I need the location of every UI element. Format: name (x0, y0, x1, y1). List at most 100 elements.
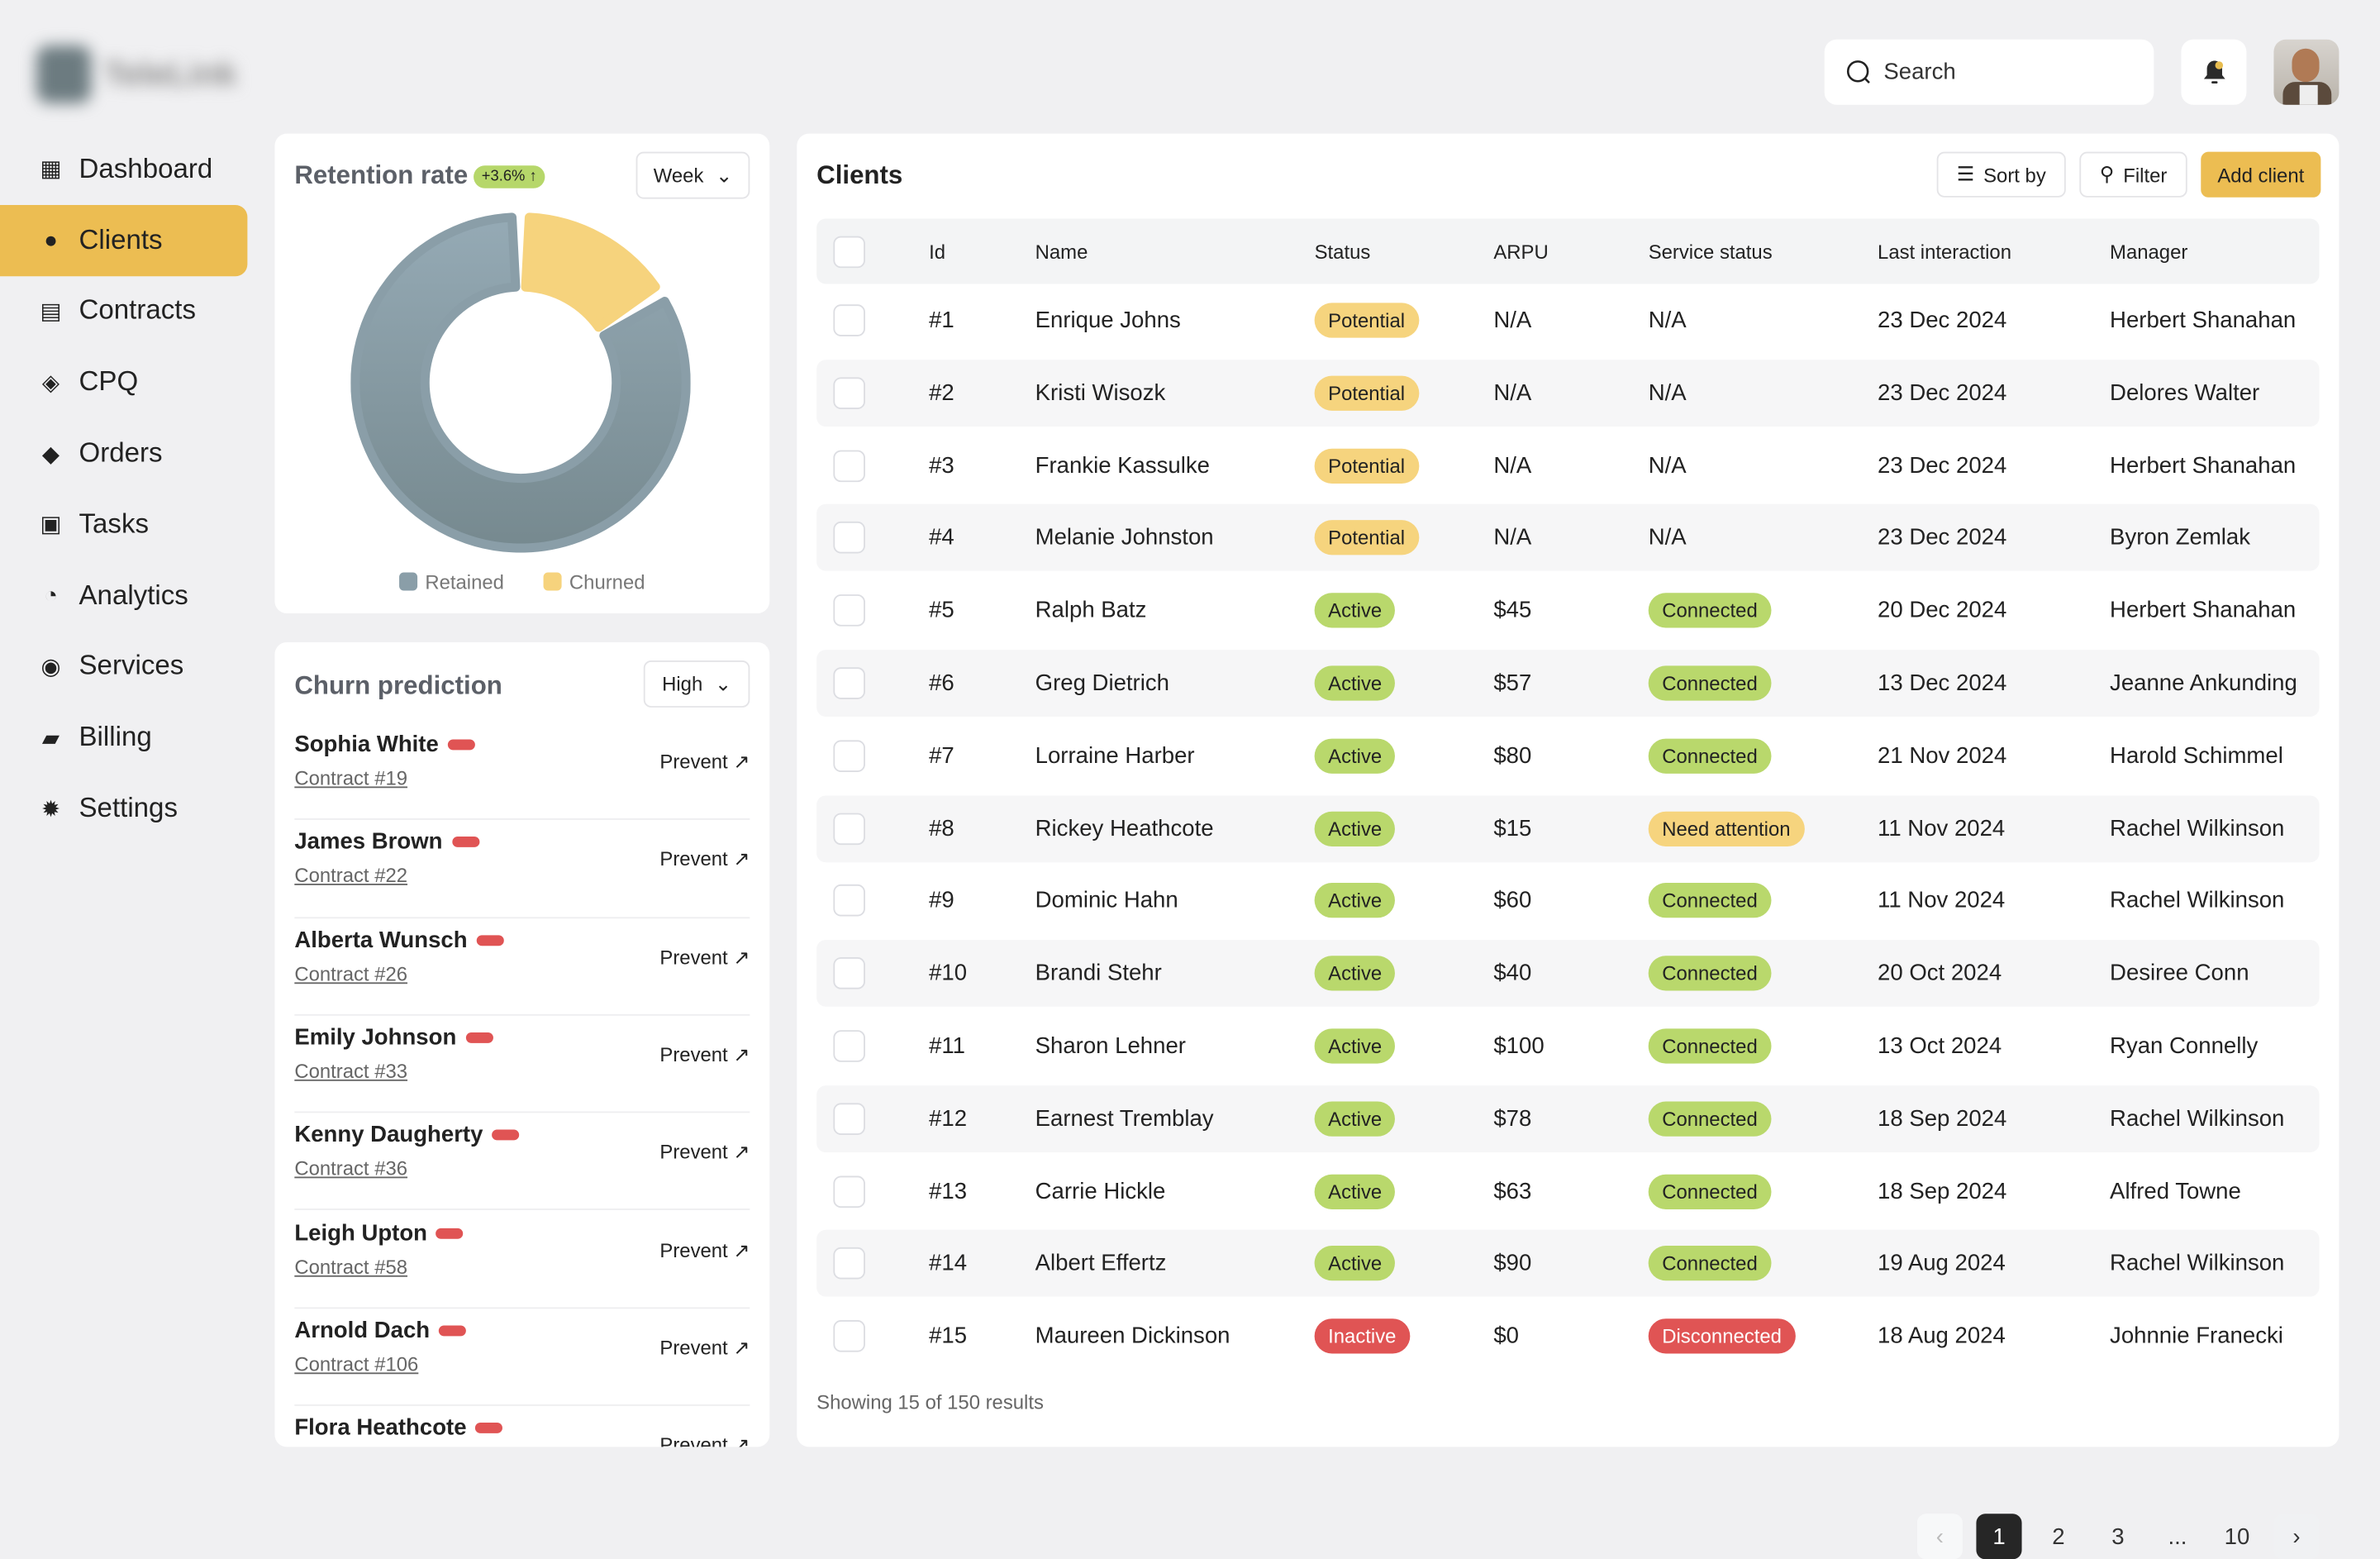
table-row[interactable]: #11 Sharon Lehner Active $100 Connected 13 Oc… (816, 1013, 2319, 1080)
notifications-button[interactable] (2181, 39, 2247, 105)
prevent-button[interactable]: Prevent ↗ (659, 1433, 750, 1447)
client-name: Sharon Lehner (1035, 1032, 1186, 1060)
client-id: #1 (929, 307, 954, 334)
status-badge: Potential (1314, 375, 1419, 411)
last-interaction: 13 Dec 2024 (1878, 670, 2007, 697)
sidebar-item-cpq[interactable]: ◈ CPQ (0, 346, 247, 417)
column-header-last-interaction[interactable]: Last interaction (1878, 240, 2011, 263)
column-header-status[interactable]: Status (1314, 240, 1371, 263)
contract-link[interactable]: Contract #106 (294, 1352, 419, 1375)
table-row[interactable]: #15 Maureen Dickinson Inactive $0 Disconnect… (816, 1303, 2319, 1370)
last-interaction: 23 Dec 2024 (1878, 307, 2007, 334)
contract-link[interactable]: Contract #58 (294, 1255, 408, 1278)
chevron-down-icon: ⌄ (716, 163, 733, 187)
row-checkbox[interactable] (833, 1247, 865, 1280)
table-row[interactable]: #7 Lorraine Harber Active $80 Connected 21 No… (816, 722, 2319, 789)
sort-button[interactable]: ☰ Sort by (1936, 151, 2066, 198)
column-header-arpu[interactable]: ARPU (1493, 240, 1549, 263)
next-page-button[interactable]: › (2273, 1514, 2320, 1559)
table-row[interactable]: #14 Albert Effertz Active $90 Connected 19 Au… (816, 1230, 2320, 1298)
contract-link[interactable]: Contract #19 (294, 766, 408, 790)
page-3-button[interactable]: 3 (2111, 1523, 2125, 1550)
arpu: $80 (1493, 742, 1532, 769)
sidebar-item-dashboard[interactable]: ▦ Dashboard (0, 134, 247, 205)
row-checkbox[interactable] (833, 522, 865, 555)
table-row[interactable]: #1 Enrique Johns Potential N/A N/A 23 Dec 202… (816, 287, 2319, 354)
table-row[interactable]: #2 Kristi Wisozk Potential N/A N/A 23 Dec 202… (816, 359, 2320, 427)
page-2-button[interactable]: 2 (2052, 1523, 2065, 1550)
wallet-icon: ▰ (41, 725, 60, 751)
sidebar-item-settings[interactable]: ✹ Settings (0, 773, 247, 844)
row-checkbox[interactable] (833, 740, 865, 772)
sidebar-item-label: Services (79, 650, 184, 681)
row-checkbox[interactable] (833, 377, 865, 409)
document-icon: ▤ (40, 298, 62, 326)
contract-link[interactable]: Contract #22 (294, 864, 408, 888)
row-checkbox[interactable] (833, 304, 865, 336)
prevent-button[interactable]: Prevent ↗ (659, 1335, 750, 1359)
churn-list-item: Flora Heathcote Prevent ↗ (294, 1406, 750, 1447)
prev-page-button[interactable]: ‹ (1916, 1514, 1963, 1559)
table-row[interactable]: #3 Frankie Kassulke Potential N/A N/A 23 Dec … (816, 432, 2319, 499)
page-10-button[interactable]: 10 (2224, 1523, 2250, 1550)
legend-swatch (543, 572, 562, 591)
prevent-button[interactable]: Prevent ↗ (659, 1042, 750, 1066)
table-row[interactable]: #12 Earnest Tremblay Active $78 Connected 18 … (816, 1085, 2320, 1152)
arpu: $78 (1493, 1105, 1532, 1132)
table-row[interactable]: #6 Greg Dietrich Active $57 Connected 13 Dec … (816, 650, 2320, 717)
row-checkbox[interactable] (833, 667, 865, 699)
table-row[interactable]: #9 Dominic Hahn Active $60 Connected 11 Nov 2… (816, 867, 2319, 934)
contract-link[interactable]: Contract #26 (294, 961, 408, 985)
column-header-manager[interactable]: Manager (2110, 240, 2188, 263)
row-checkbox[interactable] (833, 957, 865, 989)
client-name: Emily Johnson (294, 1025, 493, 1051)
status-badge: Active (1314, 883, 1396, 919)
row-checkbox[interactable] (833, 884, 865, 918)
page-1-button[interactable]: 1 (1976, 1514, 2022, 1559)
client-id: #3 (929, 452, 954, 479)
row-checkbox[interactable] (833, 594, 865, 627)
service-status-badge: N/A (1648, 379, 1687, 406)
prevent-button[interactable]: Prevent ↗ (659, 1237, 750, 1261)
prevent-button[interactable]: Prevent ↗ (659, 945, 750, 969)
add-client-button[interactable]: Add client (2201, 151, 2321, 198)
row-checkbox[interactable] (833, 1103, 865, 1135)
sidebar-item-billing[interactable]: ▰ Billing (0, 702, 247, 773)
table-row[interactable]: #13 Carrie Hickle Active $63 Connected 18 Sep… (816, 1158, 2319, 1225)
risk-level-dropdown[interactable]: High ⌄ (643, 660, 750, 708)
table-row[interactable]: #4 Melanie Johnston Potential N/A N/A 23 Dec … (816, 504, 2320, 572)
user-avatar[interactable] (2273, 39, 2340, 105)
contract-link[interactable]: Contract #36 (294, 1156, 408, 1180)
select-all-checkbox[interactable] (833, 235, 865, 268)
sidebar-item-clients[interactable]: ● Clients (0, 204, 248, 276)
prevent-button[interactable]: Prevent ↗ (659, 1140, 750, 1164)
column-header-id[interactable]: Id (929, 240, 945, 263)
contract-link[interactable]: Contract #33 (294, 1059, 408, 1083)
prevent-button[interactable]: Prevent ↗ (659, 750, 750, 773)
period-dropdown[interactable]: Week ⌄ (635, 151, 750, 199)
table-row[interactable]: #5 Ralph Batz Active $45 Connected 20 Dec 202… (816, 577, 2319, 644)
client-name: Earnest Tremblay (1035, 1105, 1214, 1132)
status-badge: Active (1314, 956, 1396, 991)
row-checkbox[interactable] (833, 1030, 865, 1062)
search-input[interactable]: Search (1824, 39, 2154, 105)
last-interaction: 18 Sep 2024 (1878, 1178, 2007, 1204)
client-name: Maureen Dickinson (1035, 1323, 1230, 1350)
sidebar-item-contracts[interactable]: ▤ Contracts (0, 276, 247, 347)
table-row[interactable]: #10 Brandi Stehr Active $40 Connected 20 Oct … (816, 940, 2320, 1008)
table-row[interactable]: #8 Rickey Heathcote Active $15 Need attentio… (816, 794, 2320, 862)
row-checkbox[interactable] (833, 812, 865, 845)
row-checkbox[interactable] (833, 449, 865, 482)
sidebar-item-analytics[interactable]: ◔ Analytics (0, 560, 247, 631)
manager: Desiree Conn (2110, 961, 2249, 987)
client-name: Albert Effertz (1035, 1251, 1167, 1277)
row-checkbox[interactable] (833, 1175, 865, 1208)
prevent-button[interactable]: Prevent ↗ (659, 847, 750, 870)
sidebar-item-tasks[interactable]: ▣ Tasks (0, 489, 247, 560)
sidebar-item-orders[interactable]: ◆ Orders (0, 417, 247, 489)
sidebar-item-services[interactable]: ◉ Services (0, 631, 247, 702)
column-header-name[interactable]: Name (1035, 240, 1088, 263)
column-header-service-status[interactable]: Service status (1648, 240, 1773, 263)
filter-button[interactable]: ⚲ Filter (2079, 151, 2187, 198)
row-checkbox[interactable] (833, 1320, 865, 1352)
